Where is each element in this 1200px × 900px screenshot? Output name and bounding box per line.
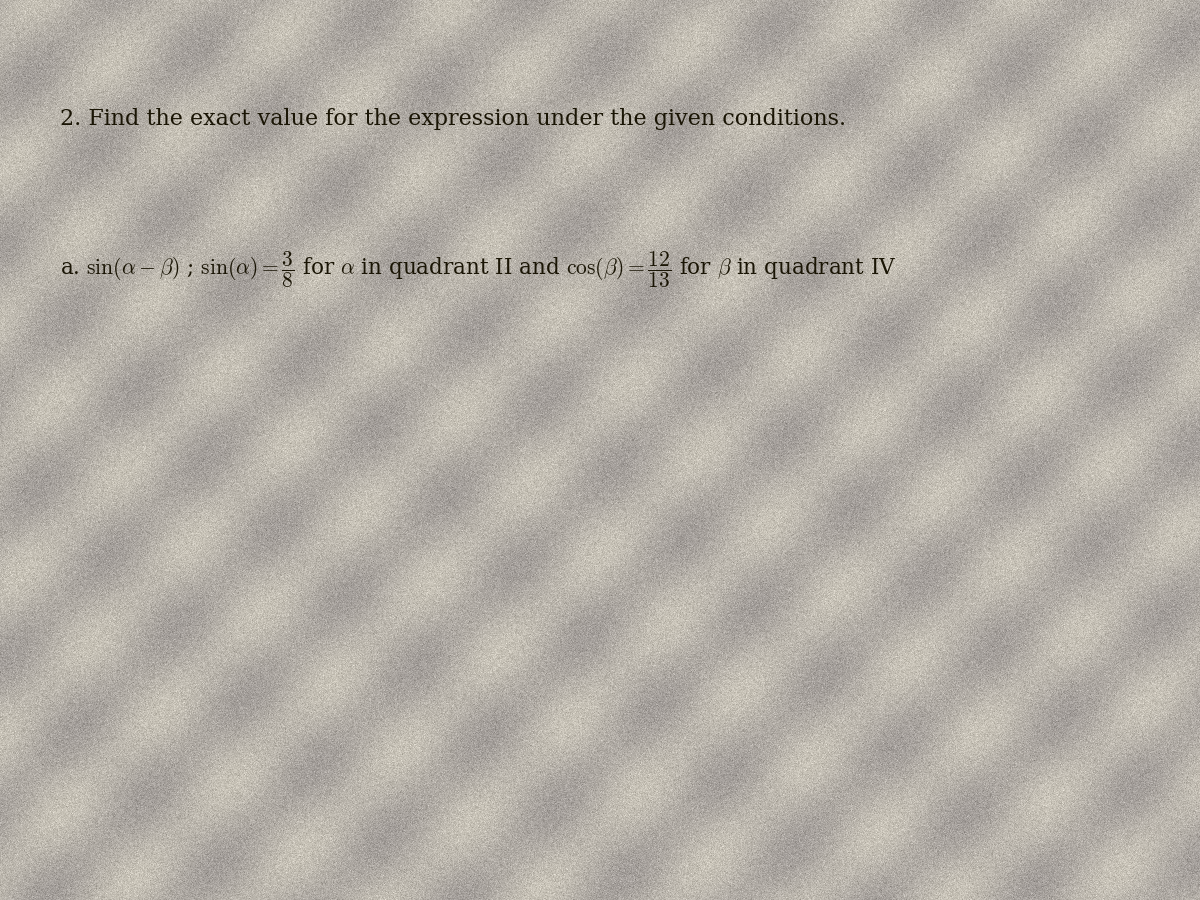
Text: 2. Find the exact value for the expression under the given conditions.: 2. Find the exact value for the expressi…	[60, 108, 846, 130]
Text: a. $\sin(\alpha - \beta)$ ; $\sin(\alpha) = \dfrac{3}{8}$ for $\alpha$ in quadra: a. $\sin(\alpha - \beta)$ ; $\sin(\alpha…	[60, 249, 896, 291]
